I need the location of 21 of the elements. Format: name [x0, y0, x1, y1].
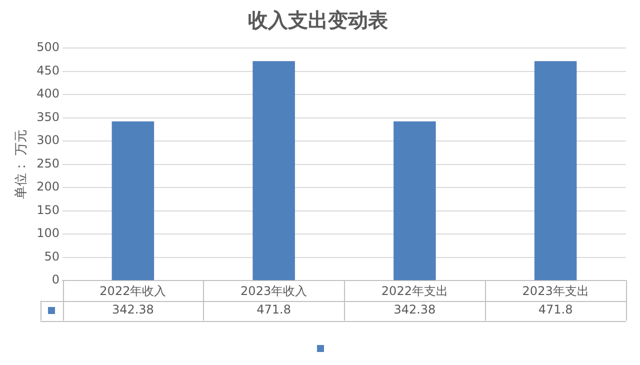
data-label: 342.38 — [112, 302, 154, 317]
y-tick-label: 250 — [36, 156, 60, 170]
y-tick-label: 350 — [36, 110, 60, 124]
x-tick-label: 2023年支出 — [522, 284, 589, 298]
y-tick-label: 200 — [36, 180, 60, 194]
data-label: 471.8 — [256, 302, 291, 317]
y-tick-label: 450 — [36, 63, 60, 78]
data-label: 471.8 — [538, 302, 573, 317]
y-tick-label: 150 — [36, 202, 60, 217]
x-tick-label: 2022年收入 — [100, 284, 166, 298]
data-label: 342.38 — [394, 302, 436, 317]
y-tick-label: 100 — [36, 226, 60, 240]
chart-title: 收入支出变动表 — [248, 8, 388, 32]
y-tick-label: 300 — [36, 133, 60, 148]
x-tick-label: 2023年收入 — [240, 284, 308, 298]
y-tick-label: 50 — [44, 249, 60, 264]
y-tick-label: 0 — [52, 272, 60, 287]
y-axis-title: 单位： 万元 — [14, 130, 30, 199]
x-tick-label: 2022年支出 — [381, 284, 448, 298]
y-tick-label: 400 — [36, 86, 60, 101]
y-tick-label: 500 — [36, 40, 60, 54]
